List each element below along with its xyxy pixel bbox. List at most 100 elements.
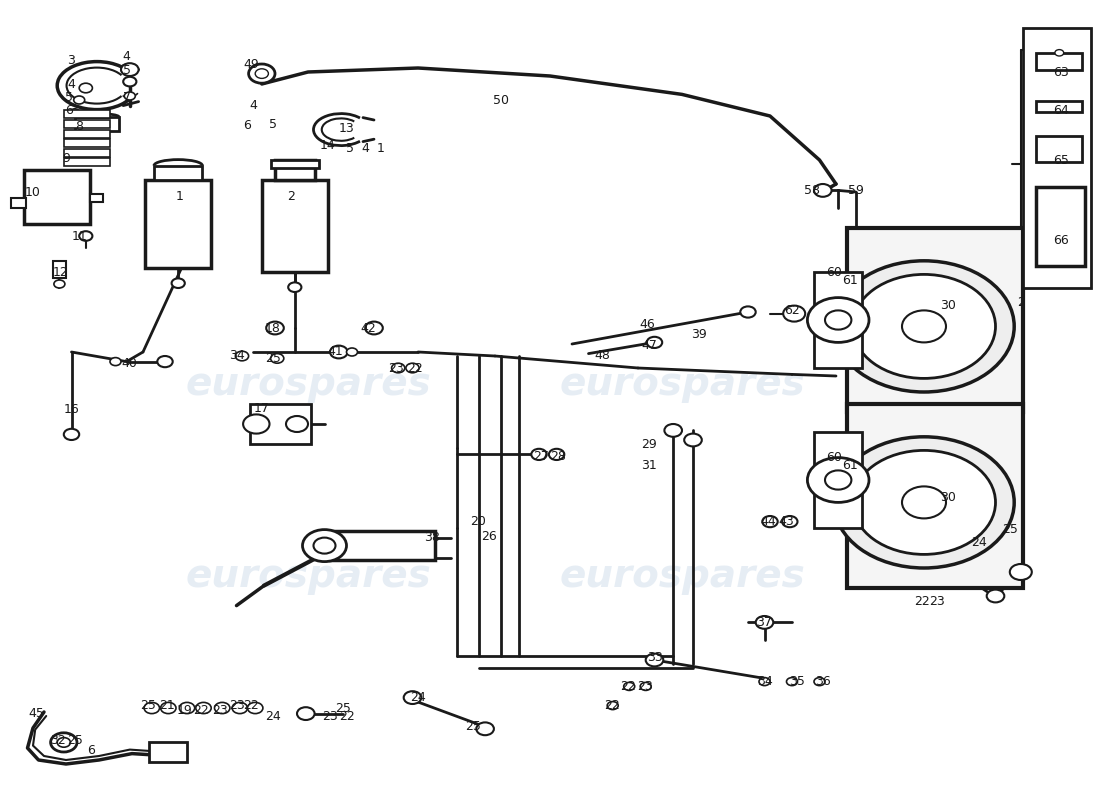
- Bar: [64, 110, 110, 118]
- Circle shape: [124, 92, 135, 100]
- Circle shape: [121, 63, 139, 76]
- Text: 6: 6: [243, 119, 252, 132]
- Circle shape: [79, 231, 92, 241]
- Bar: [814, 432, 862, 528]
- Text: 25: 25: [265, 352, 280, 365]
- Circle shape: [852, 450, 996, 554]
- Bar: [64, 120, 110, 128]
- Text: 21: 21: [160, 699, 175, 712]
- Bar: [64, 149, 110, 157]
- Circle shape: [179, 702, 195, 714]
- Text: 3: 3: [67, 54, 76, 66]
- Text: 17: 17: [254, 402, 270, 414]
- Text: 16: 16: [64, 403, 79, 416]
- Circle shape: [783, 306, 805, 322]
- Text: 61: 61: [843, 459, 858, 472]
- Bar: [330, 531, 434, 560]
- Circle shape: [762, 516, 778, 527]
- Circle shape: [70, 109, 79, 115]
- Text: 60: 60: [826, 451, 842, 464]
- Circle shape: [330, 346, 348, 358]
- Circle shape: [684, 434, 702, 446]
- Text: 66: 66: [1054, 234, 1069, 246]
- Circle shape: [79, 83, 92, 93]
- Text: 47: 47: [641, 339, 657, 352]
- Text: 13: 13: [339, 122, 354, 134]
- Bar: [148, 742, 187, 762]
- Text: eurospares: eurospares: [559, 365, 805, 403]
- Text: 62: 62: [784, 304, 800, 317]
- Circle shape: [314, 538, 336, 554]
- Text: 23: 23: [229, 699, 244, 712]
- Circle shape: [786, 678, 798, 686]
- Text: 5: 5: [268, 118, 277, 130]
- Text: 60: 60: [826, 266, 842, 278]
- Circle shape: [902, 486, 946, 518]
- Bar: [64, 130, 110, 138]
- Circle shape: [531, 449, 547, 460]
- Circle shape: [172, 278, 185, 288]
- Text: 22: 22: [407, 362, 422, 374]
- Circle shape: [57, 738, 70, 747]
- Bar: [847, 228, 1023, 412]
- Text: 12: 12: [53, 266, 68, 278]
- Text: 45: 45: [29, 707, 44, 720]
- Circle shape: [807, 298, 869, 342]
- Circle shape: [302, 530, 346, 562]
- Text: 2: 2: [1016, 296, 1025, 309]
- Circle shape: [624, 682, 635, 690]
- Text: 41: 41: [328, 346, 343, 358]
- Bar: [1023, 28, 1091, 288]
- Text: 61: 61: [843, 274, 858, 286]
- Circle shape: [286, 416, 308, 432]
- Text: 49: 49: [243, 58, 258, 70]
- Text: 2: 2: [287, 190, 296, 202]
- Circle shape: [196, 702, 211, 714]
- Circle shape: [74, 96, 85, 104]
- Circle shape: [54, 280, 65, 288]
- Circle shape: [51, 733, 77, 752]
- Text: 24: 24: [971, 536, 987, 549]
- Circle shape: [646, 654, 663, 666]
- Circle shape: [825, 310, 851, 330]
- Text: 4: 4: [361, 142, 370, 154]
- Bar: [53, 261, 66, 278]
- Circle shape: [987, 590, 1004, 602]
- Circle shape: [365, 322, 383, 334]
- Circle shape: [902, 310, 946, 342]
- Text: 27: 27: [534, 450, 549, 462]
- Circle shape: [1055, 50, 1064, 56]
- Circle shape: [807, 458, 869, 502]
- Circle shape: [759, 678, 770, 686]
- Text: 23: 23: [212, 704, 228, 717]
- Text: 28: 28: [550, 450, 565, 462]
- Circle shape: [123, 77, 136, 86]
- Circle shape: [235, 351, 249, 361]
- Text: 23: 23: [637, 680, 652, 693]
- Text: eurospares: eurospares: [559, 557, 805, 595]
- Text: 59: 59: [848, 184, 864, 197]
- Circle shape: [814, 184, 832, 197]
- Text: 7: 7: [122, 91, 131, 104]
- Text: 1: 1: [175, 190, 184, 202]
- Circle shape: [288, 282, 301, 292]
- Circle shape: [248, 702, 263, 714]
- Text: 8: 8: [75, 120, 84, 133]
- Text: 65: 65: [1054, 154, 1069, 166]
- Text: 31: 31: [641, 459, 657, 472]
- Text: 33: 33: [647, 651, 662, 664]
- Text: 36: 36: [815, 675, 830, 688]
- Text: 5: 5: [122, 64, 131, 77]
- Bar: [11, 198, 26, 208]
- Circle shape: [346, 348, 358, 356]
- Circle shape: [640, 682, 651, 690]
- Circle shape: [161, 702, 176, 714]
- Text: 29: 29: [641, 438, 657, 450]
- Circle shape: [1010, 564, 1032, 580]
- Text: 37: 37: [757, 616, 772, 629]
- Text: 9: 9: [62, 152, 70, 165]
- Circle shape: [255, 69, 268, 78]
- Circle shape: [607, 702, 618, 710]
- Text: 35: 35: [790, 675, 805, 688]
- Circle shape: [756, 616, 773, 629]
